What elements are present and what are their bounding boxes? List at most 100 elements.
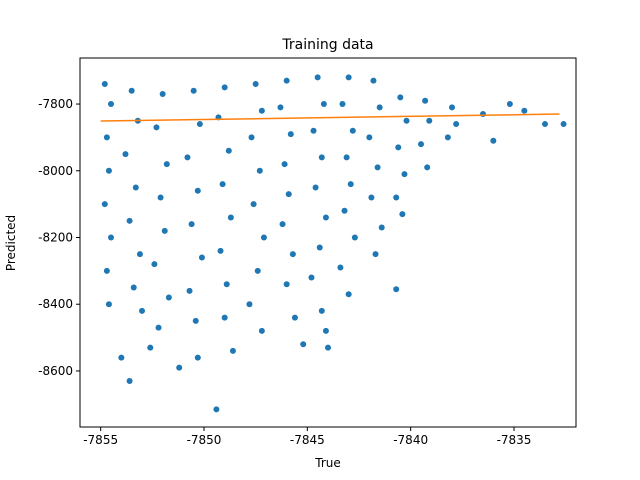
scatter-point: [422, 97, 429, 104]
scatter-point: [480, 111, 486, 118]
scatter-point: [186, 287, 193, 294]
scatter-point: [194, 187, 201, 194]
scatter-point: [161, 227, 168, 234]
scatter-point: [397, 94, 404, 101]
chart-title: Training data: [281, 37, 373, 53]
scatter-point: [132, 184, 139, 191]
scatter-point: [194, 354, 201, 361]
scatter-point: [118, 354, 125, 361]
scatter-point: [155, 324, 162, 331]
scatter-point: [289, 251, 296, 258]
scatter-point: [223, 281, 230, 288]
scatter-point: [157, 194, 164, 201]
scatter-point: [279, 221, 286, 228]
scatter-point: [165, 294, 172, 301]
scatter-point: [374, 164, 381, 171]
scatter-point: [506, 101, 513, 108]
scatter-point: [128, 87, 135, 94]
scatter-point: [122, 151, 129, 158]
x-tick-label: -7840: [393, 433, 428, 447]
scatter-point: [252, 81, 259, 88]
scatter-point: [277, 104, 284, 111]
scatter-point: [322, 327, 329, 334]
y-tick-label: -8400: [38, 297, 73, 311]
y-axis-label: Predicted: [4, 215, 18, 271]
scatter-point: [153, 124, 160, 131]
scatter-point: [285, 191, 292, 198]
scatter-point: [159, 91, 166, 98]
scatter-point: [378, 224, 385, 231]
scatter-point: [310, 127, 317, 134]
scatter-point: [256, 167, 263, 174]
scatter-point: [221, 84, 228, 91]
scatter-point: [260, 234, 267, 241]
scatter-point: [395, 144, 402, 151]
scatter-point: [339, 101, 346, 108]
scatter-point: [347, 181, 354, 188]
y-tick-label: -8000: [38, 164, 73, 178]
scatter-point: [281, 161, 288, 168]
scatter-point: [105, 301, 112, 308]
scatter-point: [393, 194, 400, 201]
scatter-point: [312, 184, 319, 191]
scatter-point: [393, 286, 400, 293]
scatter-point: [322, 214, 329, 221]
scatter-point: [227, 214, 234, 221]
scatter-point: [343, 154, 350, 161]
scatter-point: [184, 154, 191, 161]
scatter-point: [136, 251, 143, 258]
scatter-point: [225, 147, 232, 154]
scatter-point: [490, 137, 497, 144]
scatter-point: [372, 251, 379, 258]
y-tick-label: -8600: [38, 364, 73, 378]
x-tick-label: -7855: [83, 433, 118, 447]
scatter-point: [318, 307, 325, 314]
scatter-point: [176, 364, 183, 371]
scatter-point: [337, 264, 344, 271]
scatter-point: [219, 181, 226, 188]
scatter-point: [196, 121, 203, 128]
scatter-point: [325, 344, 331, 351]
scatter-point: [126, 217, 133, 224]
scatter-point: [351, 234, 358, 241]
scatter-point: [126, 377, 133, 384]
scatter-point: [217, 247, 224, 254]
scatter-point: [376, 104, 383, 111]
scatter-point: [130, 284, 137, 291]
scatter-point: [254, 267, 261, 274]
scatter-point: [229, 347, 236, 354]
scatter-point: [108, 101, 114, 108]
scatter-point: [300, 341, 307, 348]
y-tick-label: -7800: [38, 97, 73, 111]
scatter-point: [147, 344, 154, 351]
scatter-point: [449, 104, 455, 111]
regression-line: [100, 113, 560, 122]
scatter-point: [248, 134, 255, 141]
scatter-point: [341, 207, 348, 214]
scatter-point: [213, 406, 220, 413]
scatter-point: [399, 211, 406, 218]
scatter-point: [139, 307, 145, 314]
scatter-point: [258, 327, 265, 334]
scatter-point: [345, 291, 352, 298]
scatter-point: [188, 221, 195, 228]
scatter-point: [560, 121, 567, 128]
scatter-point: [521, 107, 528, 114]
scatter-point: [349, 127, 356, 134]
scatter-point: [101, 81, 108, 88]
scatter-point: [258, 107, 265, 114]
scatter-point: [542, 121, 548, 128]
scatter-point: [287, 131, 294, 138]
scatter-point: [103, 267, 110, 274]
scatter-point: [318, 154, 325, 161]
axes-frame: [79, 57, 577, 428]
scatter-point: [198, 254, 205, 261]
scatter-point: [453, 121, 460, 128]
scatter-point: [283, 281, 290, 288]
scatter-point: [192, 317, 199, 324]
scatter-point: [103, 134, 110, 141]
scatter-point: [444, 134, 451, 141]
scatter-point: [345, 74, 352, 81]
